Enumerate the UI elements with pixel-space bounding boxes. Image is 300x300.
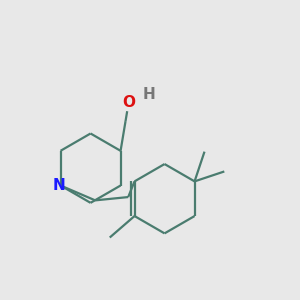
Text: H: H — [142, 87, 155, 102]
Text: N: N — [52, 178, 65, 193]
Text: O: O — [122, 95, 135, 110]
